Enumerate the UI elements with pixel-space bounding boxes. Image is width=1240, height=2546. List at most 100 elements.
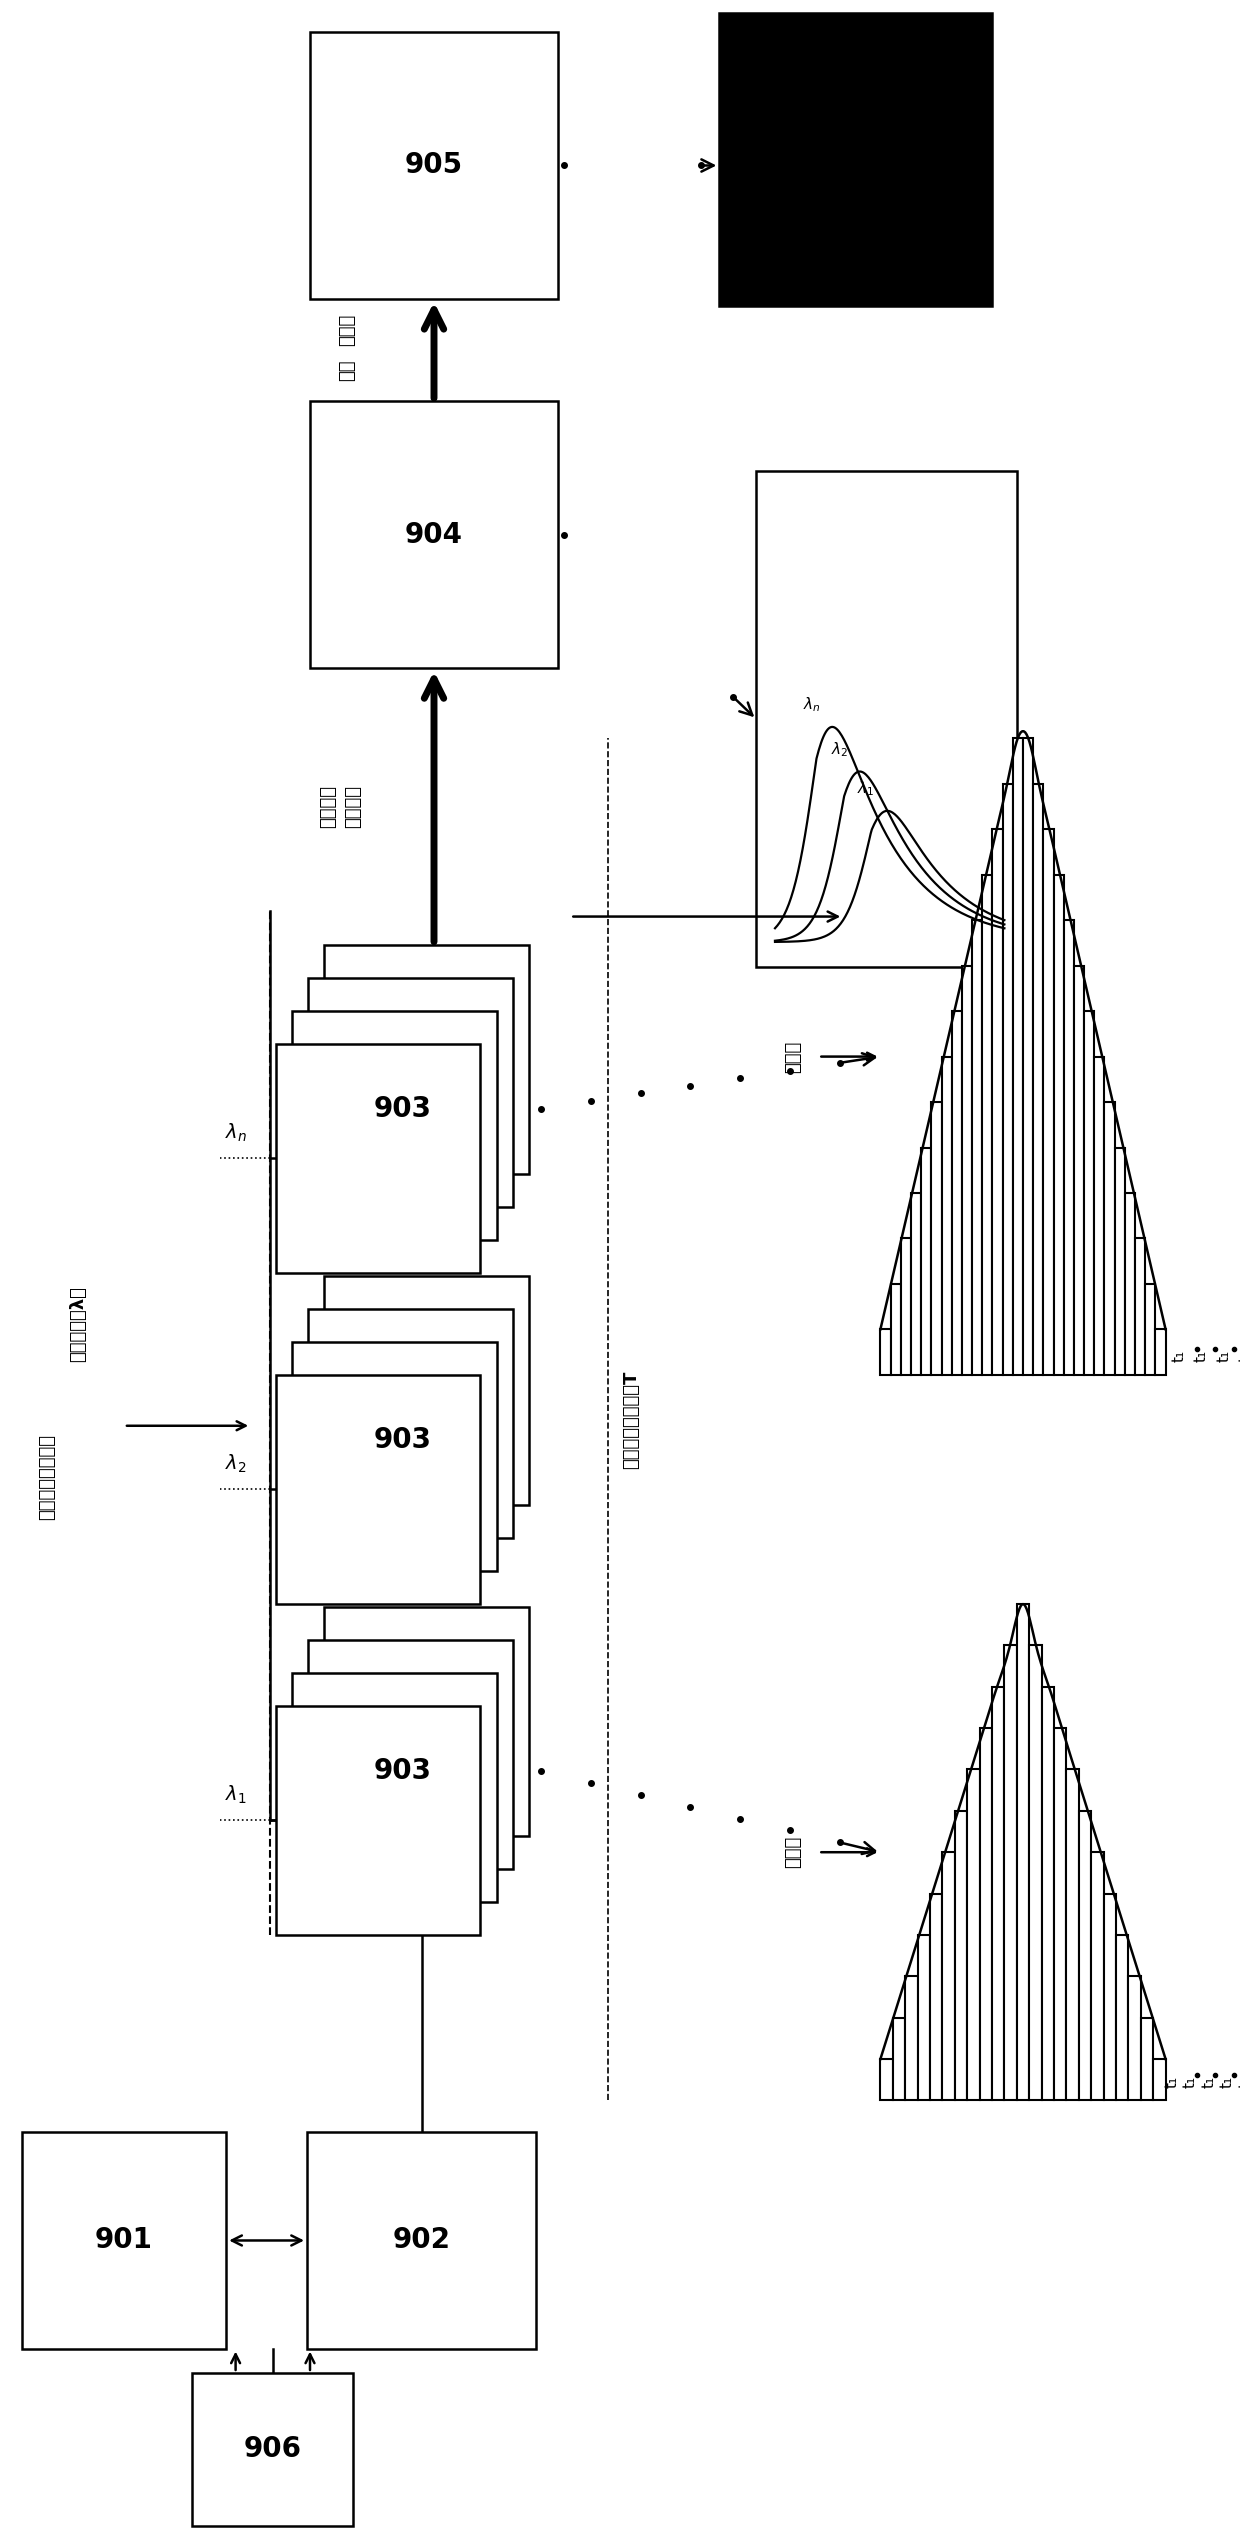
Bar (893, 2016, 905, 2100)
Bar (1091, 1853, 1104, 2100)
Text: 901: 901 (95, 2228, 153, 2253)
Bar (921, 1148, 931, 1375)
Bar (1029, 1645, 1042, 2100)
Bar (1043, 830, 1054, 1375)
Bar (324, 1607, 528, 1836)
Bar (1003, 784, 1013, 1375)
Text: 906: 906 (244, 2437, 301, 2462)
Bar (1084, 1011, 1094, 1375)
Bar (972, 919, 982, 1375)
Text: 扫描完: 扫描完 (339, 313, 356, 346)
Text: 903: 903 (373, 1426, 432, 1454)
Bar (1017, 1604, 1029, 2100)
Bar (1054, 876, 1064, 1375)
Bar (1054, 1729, 1066, 2100)
Bar (1074, 965, 1084, 1375)
Bar (22, 2134, 226, 2347)
Bar (992, 830, 1003, 1375)
Text: 一帧: 一帧 (339, 359, 356, 382)
Text: $\lambda_n$: $\lambda_n$ (224, 1123, 247, 1143)
Bar (275, 1706, 480, 1935)
Text: 光子数: 光子数 (785, 1041, 802, 1072)
Bar (911, 1194, 921, 1375)
Bar (982, 876, 992, 1375)
Bar (308, 1309, 513, 1538)
Bar (324, 1276, 528, 1505)
Bar (1116, 1935, 1128, 2100)
Bar (1141, 2016, 1153, 2100)
Bar (1135, 1237, 1146, 1375)
Text: ...: ... (356, 1314, 376, 1334)
Bar (880, 1329, 890, 1375)
Text: t₁: t₁ (1194, 1349, 1209, 1362)
Bar (992, 1685, 1004, 2100)
Bar (952, 1011, 962, 1375)
Text: t₁: t₁ (1183, 2075, 1198, 2088)
Text: $\lambda_n$: $\lambda_n$ (802, 695, 820, 715)
Bar (1104, 1894, 1116, 2100)
Text: t₁: t₁ (1202, 2075, 1216, 2088)
Bar (293, 1673, 496, 1902)
Bar (1094, 1057, 1105, 1375)
Bar (980, 1729, 992, 2100)
Text: t₁: t₁ (1164, 2075, 1179, 2088)
Bar (1079, 1810, 1091, 2100)
Bar (1156, 1329, 1166, 1375)
Bar (310, 400, 558, 667)
Text: 904: 904 (405, 522, 463, 547)
Bar (1023, 738, 1033, 1375)
Bar (293, 1011, 496, 1240)
Text: t₁: t₁ (1172, 1349, 1187, 1362)
Text: $\lambda_2$: $\lambda_2$ (224, 1454, 247, 1474)
Bar (1066, 1769, 1079, 2100)
Text: t₁: t₁ (1239, 1349, 1240, 1362)
Text: 光子数: 光子数 (785, 1836, 802, 1869)
Text: ...: ... (356, 1645, 376, 1665)
Text: $\lambda_2$: $\lambda_2$ (831, 741, 848, 759)
Bar (942, 1853, 955, 2100)
Text: t₁: t₁ (1216, 1349, 1231, 1362)
Bar (275, 1044, 480, 1273)
Text: 曲线拟合: 曲线拟合 (345, 784, 362, 827)
Text: 903: 903 (373, 1757, 432, 1785)
Bar (1042, 1685, 1054, 2100)
Text: $\lambda_1$: $\lambda_1$ (857, 779, 874, 797)
Bar (310, 31, 558, 298)
Bar (1033, 784, 1043, 1375)
Bar (275, 1375, 480, 1604)
Text: 905: 905 (405, 153, 463, 178)
Bar (955, 1810, 967, 2100)
Text: t₁: t₁ (1220, 2075, 1235, 2088)
Bar (900, 1237, 911, 1375)
Text: 光子计数: 光子计数 (320, 784, 337, 827)
Bar (192, 2373, 353, 2526)
Bar (941, 1057, 952, 1375)
Bar (967, 1769, 980, 2100)
Bar (293, 1342, 496, 1571)
Bar (1013, 738, 1023, 1375)
Bar (1146, 1283, 1156, 1375)
Bar (324, 945, 528, 1174)
Bar (930, 1894, 942, 2100)
Text: t₁: t₁ (1239, 2075, 1240, 2088)
Text: 光子到达位置坐标: 光子到达位置坐标 (38, 1433, 56, 1520)
Text: 光谱通道（λ）: 光谱通道（λ） (69, 1286, 87, 1362)
Text: 光子到达时间序列T: 光子到达时间序列T (622, 1370, 641, 1469)
Bar (308, 978, 513, 1207)
Bar (880, 2060, 893, 2100)
Bar (931, 1102, 941, 1375)
Bar (1125, 1194, 1135, 1375)
Bar (1105, 1102, 1115, 1375)
Bar (719, 13, 992, 306)
Bar (905, 1976, 918, 2100)
Bar (756, 471, 1017, 967)
Bar (1004, 1645, 1017, 2100)
Bar (1115, 1148, 1125, 1375)
Text: $\lambda_1$: $\lambda_1$ (224, 1785, 247, 1805)
Bar (308, 1640, 513, 1869)
Bar (308, 2134, 536, 2347)
Text: 903: 903 (373, 1095, 432, 1123)
Bar (1064, 919, 1074, 1375)
Bar (962, 965, 972, 1375)
Bar (918, 1935, 930, 2100)
